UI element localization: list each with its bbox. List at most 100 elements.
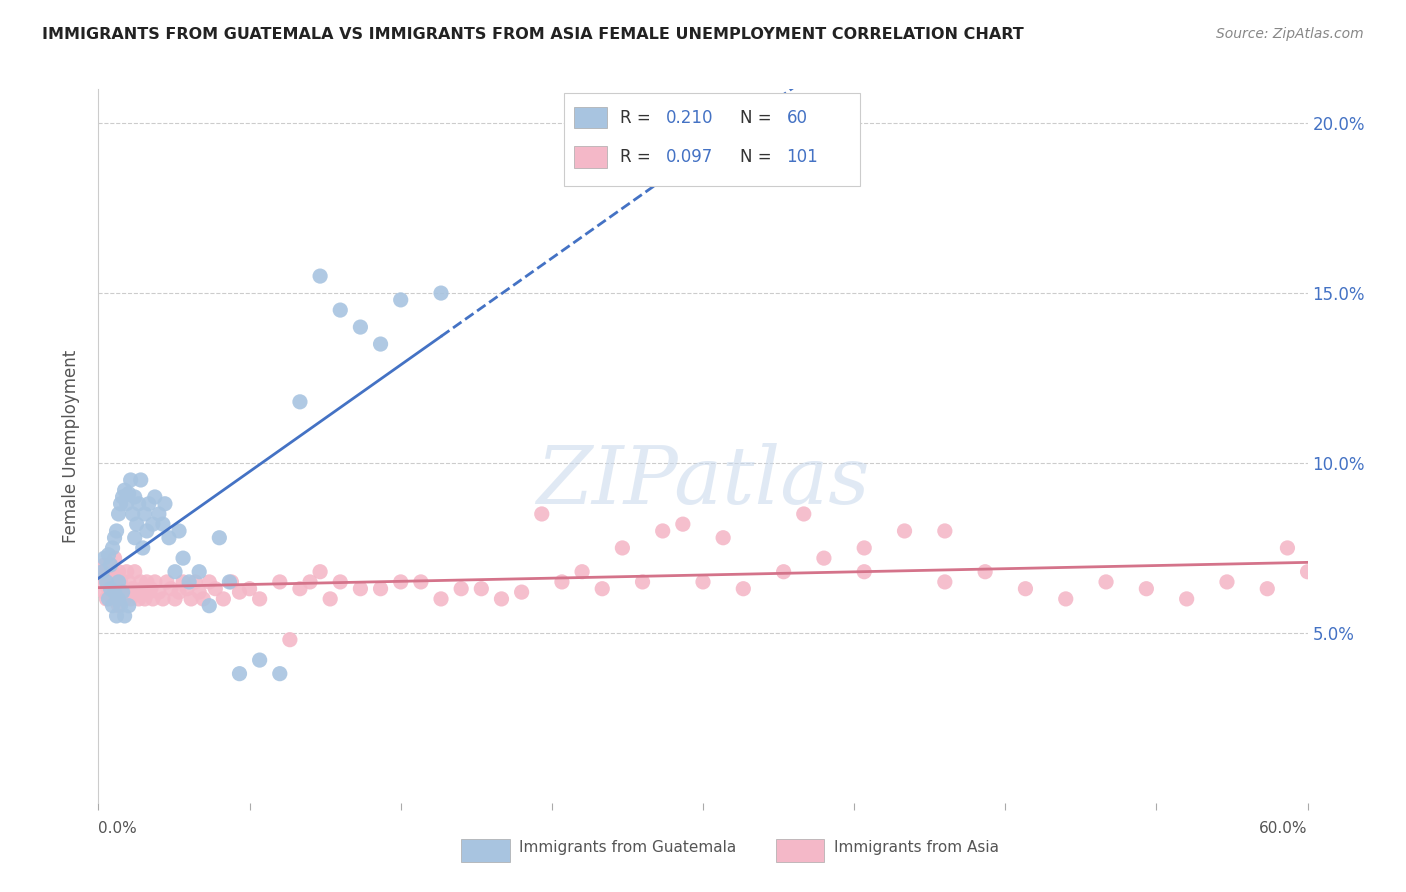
Point (309, 565, 332, 579)
Point (97, 574, 120, 589)
Point (132, 541, 155, 555)
Point (143, 574, 166, 589)
Text: ZIPatlas: ZIPatlas (536, 443, 870, 520)
Point (491, 591, 513, 606)
Point (249, 653, 271, 667)
Point (114, 483, 136, 498)
Point (100, 582, 122, 596)
Point (89, 574, 111, 589)
Point (309, 269, 332, 284)
Point (370, 582, 392, 596)
Point (129, 574, 152, 589)
Point (349, 320, 371, 334)
Point (121, 582, 143, 596)
Point (692, 574, 714, 589)
Point (212, 591, 235, 606)
Point (142, 517, 165, 532)
FancyBboxPatch shape (574, 146, 607, 168)
Point (118, 585, 141, 599)
Point (612, 541, 634, 555)
Point (110, 574, 132, 589)
Point (97, 591, 120, 606)
Text: 0.0%: 0.0% (98, 821, 138, 836)
Point (101, 599, 124, 613)
Point (101, 565, 124, 579)
Point (813, 551, 835, 566)
Point (100, 558, 122, 572)
Point (1054, 591, 1077, 606)
Point (163, 565, 186, 579)
Point (269, 666, 291, 681)
Point (793, 507, 815, 521)
Point (114, 591, 136, 606)
Point (135, 524, 157, 538)
Y-axis label: Female Unemployment: Female Unemployment (62, 350, 80, 542)
Point (142, 591, 165, 606)
Point (711, 531, 734, 545)
Point (118, 599, 141, 613)
Point (115, 565, 138, 579)
Point (934, 574, 956, 589)
Point (269, 574, 291, 589)
Point (96, 591, 118, 606)
Point (96, 565, 118, 579)
Point (111, 490, 134, 504)
Point (510, 585, 533, 599)
Point (107, 507, 129, 521)
FancyBboxPatch shape (776, 839, 824, 862)
Point (176, 582, 198, 596)
Point (93, 585, 115, 599)
Point (93, 558, 115, 572)
Point (156, 574, 179, 589)
Point (93, 551, 115, 566)
Point (124, 490, 146, 504)
Point (167, 524, 190, 538)
Point (91, 565, 114, 579)
Point (1135, 582, 1157, 596)
Point (329, 303, 352, 318)
Text: R =: R = (620, 148, 655, 166)
Point (239, 582, 262, 596)
Point (100, 585, 122, 599)
Point (1014, 582, 1036, 596)
Point (571, 565, 593, 579)
Point (115, 497, 138, 511)
Point (772, 565, 794, 579)
Point (91, 565, 114, 579)
Point (591, 582, 613, 596)
Point (152, 517, 174, 532)
Point (118, 574, 141, 589)
FancyBboxPatch shape (564, 93, 860, 186)
Point (148, 507, 170, 521)
FancyBboxPatch shape (574, 107, 607, 128)
Point (349, 582, 371, 596)
Point (430, 286, 453, 301)
Point (120, 591, 142, 606)
Point (103, 551, 125, 566)
Point (198, 599, 221, 613)
Point (218, 574, 240, 589)
Point (551, 574, 574, 589)
Point (138, 497, 160, 511)
Point (96, 574, 118, 589)
Point (1095, 574, 1118, 589)
Point (160, 582, 183, 596)
Point (167, 585, 190, 599)
Point (651, 524, 673, 538)
Point (288, 394, 311, 409)
Text: N =: N = (741, 148, 778, 166)
Point (125, 585, 148, 599)
Point (121, 507, 143, 521)
Point (299, 574, 322, 589)
Point (1277, 541, 1299, 555)
Point (172, 574, 194, 589)
Point (733, 582, 755, 596)
Point (430, 591, 453, 606)
Point (934, 524, 956, 538)
Point (530, 507, 553, 521)
Point (103, 531, 125, 545)
Point (134, 507, 156, 521)
Point (974, 565, 997, 579)
Point (105, 524, 128, 538)
Point (97, 582, 120, 596)
